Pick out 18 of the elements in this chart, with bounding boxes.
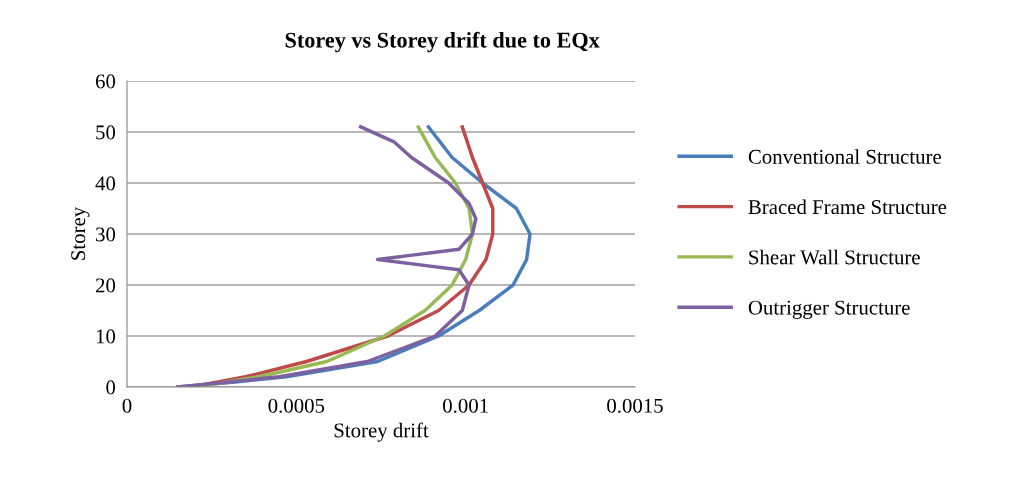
legend-label: Conventional Structure xyxy=(748,149,942,164)
legend-label: Outrigger Structure xyxy=(748,300,910,319)
y-tick-label: 50 xyxy=(96,125,116,140)
y-tick-label: 60 xyxy=(95,74,116,89)
y-tick-label: 10 xyxy=(96,329,116,344)
x-tick-label: 0.0015 xyxy=(607,398,663,413)
y-tick-label: 0 xyxy=(106,380,116,395)
x-axis-title: Storey drift xyxy=(334,422,429,442)
x-tick-label: 0.0005 xyxy=(268,398,325,413)
x-tick-label: 0.001 xyxy=(443,398,488,413)
x-tick-label: 0 xyxy=(122,398,132,413)
y-tick-label: 20 xyxy=(95,278,116,293)
legend-label: Shear Wall Structure xyxy=(749,249,920,265)
y-tick-label: 40 xyxy=(95,176,116,191)
chart-title: Storey vs Storey drift due to EQx xyxy=(285,31,600,53)
legend-label: Braced Frame Structure xyxy=(748,199,947,215)
y-tick-label: 30 xyxy=(96,227,116,242)
y-axis-title: Storey xyxy=(71,206,90,260)
